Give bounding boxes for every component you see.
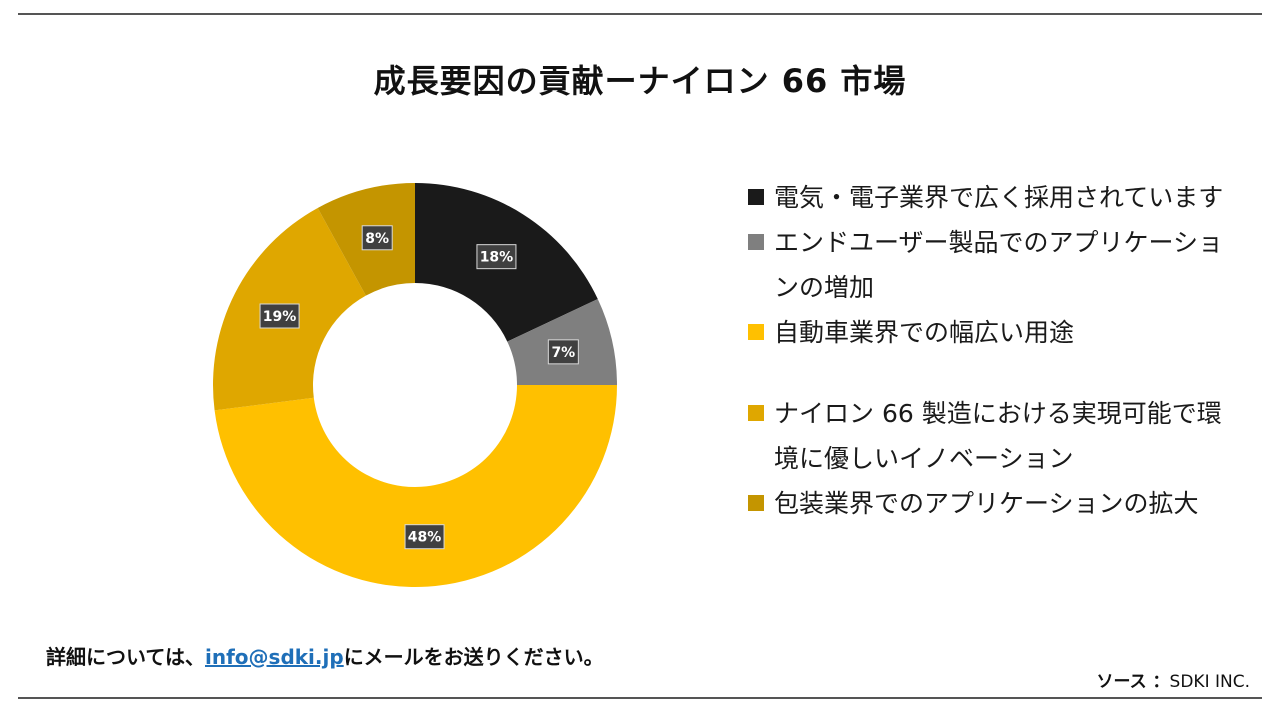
legend-swatch-innovation (748, 405, 764, 421)
legend-label-electronics: 電気・電子業界で広く採用されています (774, 183, 1224, 212)
data-label-electronics: 18% (476, 244, 517, 270)
data-label-box-automotive (404, 524, 445, 550)
legend-label-packaging: 包装業界でのアプリケーションの拡大 (774, 489, 1199, 518)
data-label-box-innovation (259, 303, 300, 329)
legend-swatch-end-user (748, 234, 764, 250)
data-label-automotive: 48% (404, 524, 445, 550)
data-label-box-packaging (361, 225, 393, 251)
contact-line: 詳細については、info@sdki.jpにメールをお送りください。 (46, 641, 604, 670)
legend-item-innovation: ナイロン 66 製造における実現可能で環境に優しいイノベーション (748, 391, 1228, 481)
contact-prefix: 詳細については、 (46, 645, 205, 669)
data-label-text-packaging: 8% (365, 231, 389, 247)
top-divider (18, 13, 1262, 15)
chart-title: 成長要因の貢献ーナイロン 66 市場 (373, 62, 907, 100)
data-label-box-end-user (547, 339, 579, 365)
data-label-innovation: 19% (259, 303, 300, 329)
source-value: SDKI INC. (1169, 672, 1250, 692)
legend-swatch-electronics (748, 189, 764, 205)
bottom-divider (18, 697, 1262, 699)
data-label-packaging: 8% (361, 225, 393, 251)
legend-swatch-automotive (748, 324, 764, 340)
data-label-end-user: 7% (547, 339, 579, 365)
legend-label-end-user: エンドユーザー製品でのアプリケーションの増加 (774, 228, 1224, 302)
data-label-text-electronics: 18% (480, 250, 514, 266)
source-label: ソース ： (1096, 672, 1170, 692)
legend-swatch-packaging (748, 495, 764, 511)
donut-chart-svg: 18% 7% 48% 19% 8% (213, 183, 617, 588)
source-note: ソース ：SDKI INC. (1096, 667, 1250, 692)
legend-label-innovation: ナイロン 66 製造における実現可能で環境に優しいイノベーション (774, 399, 1222, 473)
data-label-text-innovation: 19% (263, 309, 297, 325)
legend-label-automotive: 自動車業界での幅広い用途 (774, 318, 1075, 347)
legend-item-end-user: エンドユーザー製品でのアプリケーションの増加 (748, 220, 1228, 310)
legend-item-packaging: 包装業界でのアプリケーションの拡大 (748, 481, 1228, 526)
donut-chart: 18% 7% 48% 19% 8% (180, 160, 650, 610)
legend-item-automotive: 自動車業界での幅広い用途 (748, 310, 1228, 355)
chart-legend: 電気・電子業界で広く採用されています エンドユーザー製品でのアプリケーションの増… (748, 175, 1228, 526)
legend-item-electronics: 電気・電子業界で広く採用されています (748, 175, 1228, 220)
data-label-box-electronics (476, 244, 517, 270)
donut-slice-automotive (214, 385, 617, 588)
email-link[interactable]: info@sdki.jp (205, 645, 344, 669)
data-label-text-automotive: 48% (408, 530, 442, 546)
contact-suffix: にメールをお送りください。 (343, 645, 604, 669)
data-label-text-end-user: 7% (551, 345, 575, 361)
